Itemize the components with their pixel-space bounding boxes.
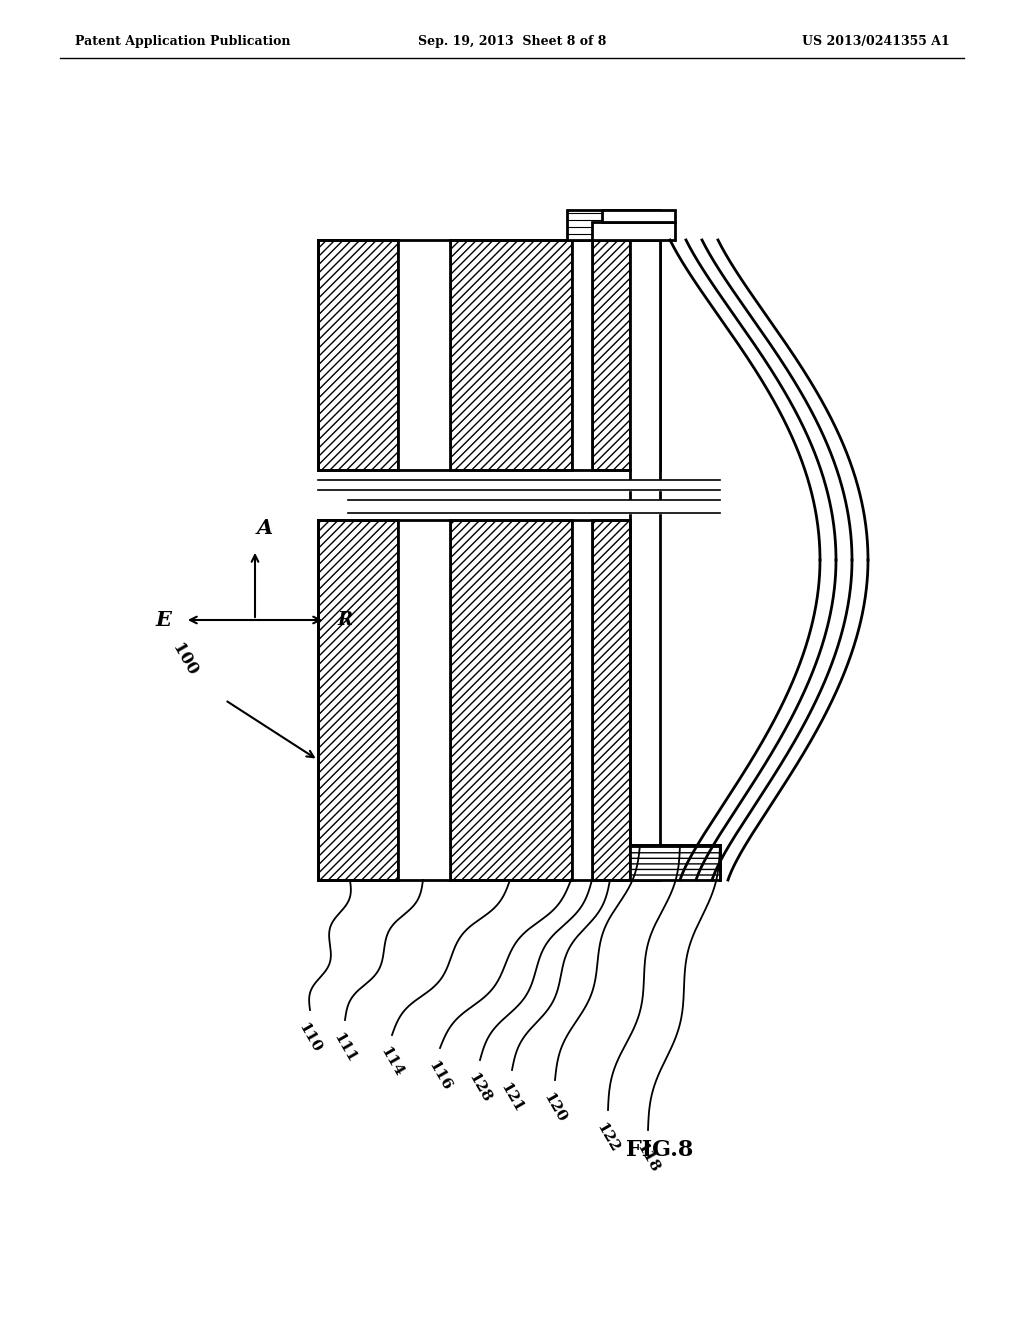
Bar	[318, 240, 398, 470]
Bar	[572, 240, 592, 470]
Bar	[592, 240, 630, 470]
Text: US 2013/0241355 A1: US 2013/0241355 A1	[802, 36, 950, 48]
Text: FIG.8: FIG.8	[627, 1139, 693, 1162]
Bar	[567, 210, 660, 240]
Text: 118: 118	[634, 1140, 663, 1175]
Text: 128: 128	[466, 1071, 494, 1105]
Bar	[630, 845, 720, 880]
Text: 110: 110	[296, 1020, 324, 1055]
Bar	[450, 240, 572, 470]
Bar	[572, 520, 592, 880]
Bar	[592, 520, 630, 880]
Text: 121: 121	[498, 1080, 526, 1114]
Bar	[318, 520, 630, 880]
Bar	[602, 210, 675, 222]
Text: Sep. 19, 2013  Sheet 8 of 8: Sep. 19, 2013 Sheet 8 of 8	[418, 36, 606, 48]
Text: R: R	[337, 611, 352, 630]
Text: 100: 100	[169, 640, 201, 680]
Bar	[318, 520, 398, 880]
Text: 114: 114	[378, 1045, 407, 1080]
Text: E: E	[155, 610, 171, 630]
Text: 116: 116	[426, 1059, 454, 1093]
Bar	[398, 520, 450, 880]
Bar	[592, 222, 675, 240]
Bar	[630, 240, 660, 880]
Bar	[318, 240, 660, 470]
Bar	[450, 520, 572, 880]
Text: Patent Application Publication: Patent Application Publication	[75, 36, 291, 48]
Text: 120: 120	[541, 1090, 569, 1125]
Text: A: A	[257, 517, 273, 539]
Text: 122: 122	[594, 1119, 622, 1155]
Bar	[630, 240, 660, 470]
Text: 111: 111	[331, 1030, 359, 1065]
Bar	[398, 240, 450, 470]
